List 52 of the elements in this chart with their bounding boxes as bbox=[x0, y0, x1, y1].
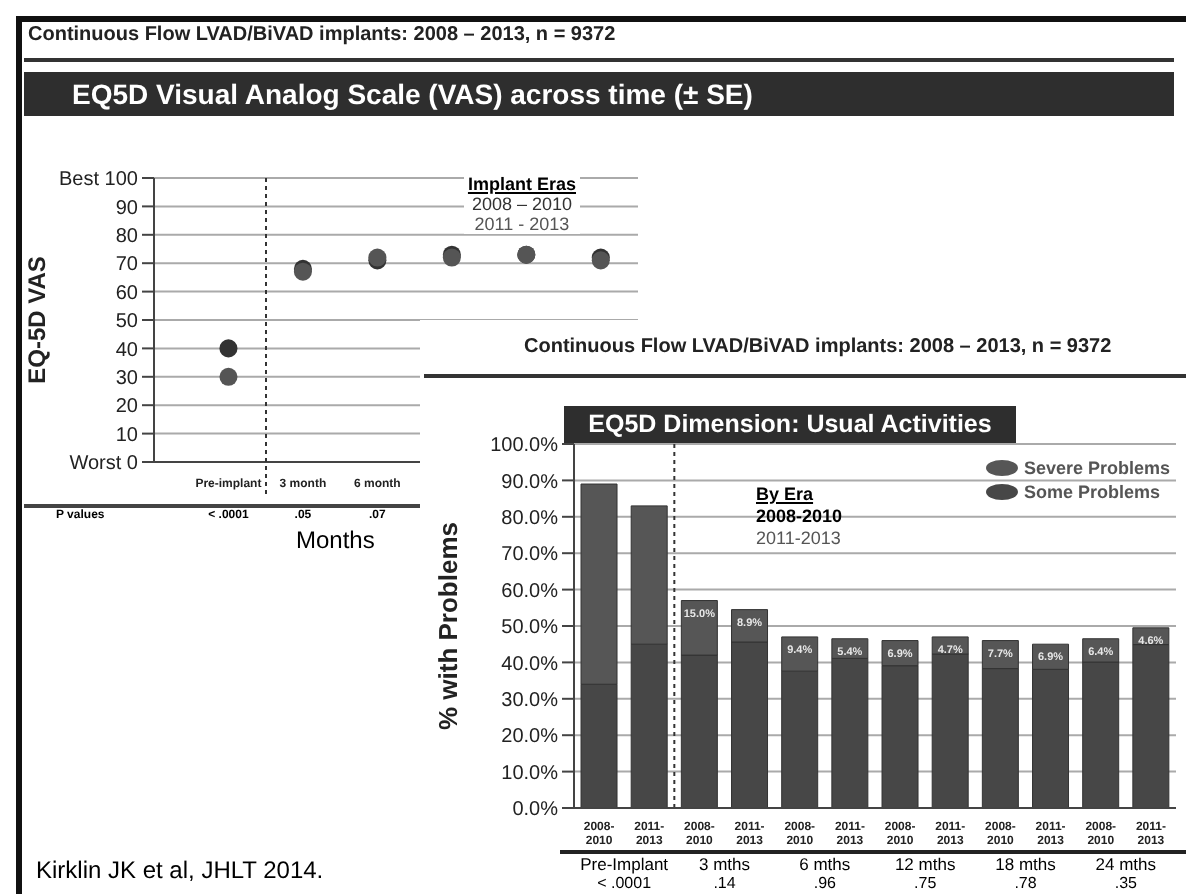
y-axis-title: EQ-5D VAS bbox=[22, 256, 51, 384]
legend-title: Implant Eras bbox=[467, 174, 576, 194]
y-tick-label: 100.0% bbox=[490, 435, 559, 458]
y-tick-label: 80.0% bbox=[501, 507, 559, 530]
chart-title: EQ5D Visual Analog Scale (VAS) across time (± SE) bbox=[24, 72, 1174, 116]
y-tick-label: 70 bbox=[115, 254, 139, 277]
y-tick-label: 90 bbox=[115, 197, 139, 220]
text: .78 bbox=[1012, 874, 1039, 894]
text: .35 bbox=[1112, 874, 1139, 894]
y-axis-title: % with Problems bbox=[433, 521, 464, 731]
chart-title: EQ5D Dimension: Usual Activities bbox=[564, 406, 1016, 444]
y-tick-label: 10.0% bbox=[501, 762, 559, 785]
y-tick-label: 60 bbox=[115, 282, 139, 305]
y-tick-label: 40.0% bbox=[501, 653, 559, 676]
y-tick-label: Best 100 bbox=[59, 169, 139, 192]
y-tick-label: 80 bbox=[115, 225, 139, 248]
text: 3 mths bbox=[696, 854, 752, 874]
chart-subtitle: Continuous Flow LVAD/BiVAD implants: 2008 – 2013, n = 9372 bbox=[28, 24, 616, 46]
text: .14 bbox=[711, 874, 738, 894]
series-label: 2011 - 2013 bbox=[472, 214, 572, 234]
y-tick-label: 30 bbox=[115, 367, 139, 390]
y-tick-label: 20 bbox=[115, 396, 139, 419]
legend-label: Some Problems bbox=[1021, 480, 1162, 504]
point bbox=[219, 339, 238, 358]
text: 18 mths bbox=[993, 854, 1058, 874]
y-tick-label: 50.0% bbox=[501, 617, 559, 640]
text: .75 bbox=[912, 874, 939, 894]
y-tick-label: 50 bbox=[115, 311, 139, 334]
y-tick-label: 30.0% bbox=[501, 689, 559, 712]
y-tick-label: 70.0% bbox=[501, 544, 559, 567]
chart-subtitle: Continuous Flow LVAD/BiVAD implants: 2008 – 2013, n = 9372 bbox=[524, 336, 1112, 358]
text: Kirklin JK et al, JHLT 2014. bbox=[36, 856, 324, 884]
text: .96 bbox=[811, 874, 838, 894]
y-tick-label: 20.0% bbox=[501, 726, 559, 749]
legend-label: Severe Problems bbox=[1021, 456, 1170, 480]
text: 12 mths bbox=[892, 854, 958, 874]
x-axis-title: Months bbox=[296, 526, 375, 554]
annotation: 2008-2010 bbox=[756, 506, 843, 528]
text: 24 mths bbox=[1093, 854, 1159, 874]
text: 2008 – 2010 bbox=[469, 194, 575, 214]
text: Pre-Implant bbox=[578, 854, 671, 874]
text: 6 mths bbox=[797, 854, 853, 874]
y-tick-label: 90.0% bbox=[501, 471, 559, 494]
y-tick-label: 10 bbox=[115, 424, 139, 447]
y-tick-label: Worst 0 bbox=[69, 453, 139, 476]
text: < .0001 bbox=[595, 874, 654, 894]
point bbox=[219, 367, 238, 386]
y-tick-label: 60.0% bbox=[501, 580, 559, 603]
annotation: By Era bbox=[756, 484, 816, 506]
annotation: 2011-2013 bbox=[756, 528, 843, 550]
y-tick-label: 40 bbox=[115, 339, 139, 362]
y-tick-label: 0.0% bbox=[512, 799, 559, 822]
